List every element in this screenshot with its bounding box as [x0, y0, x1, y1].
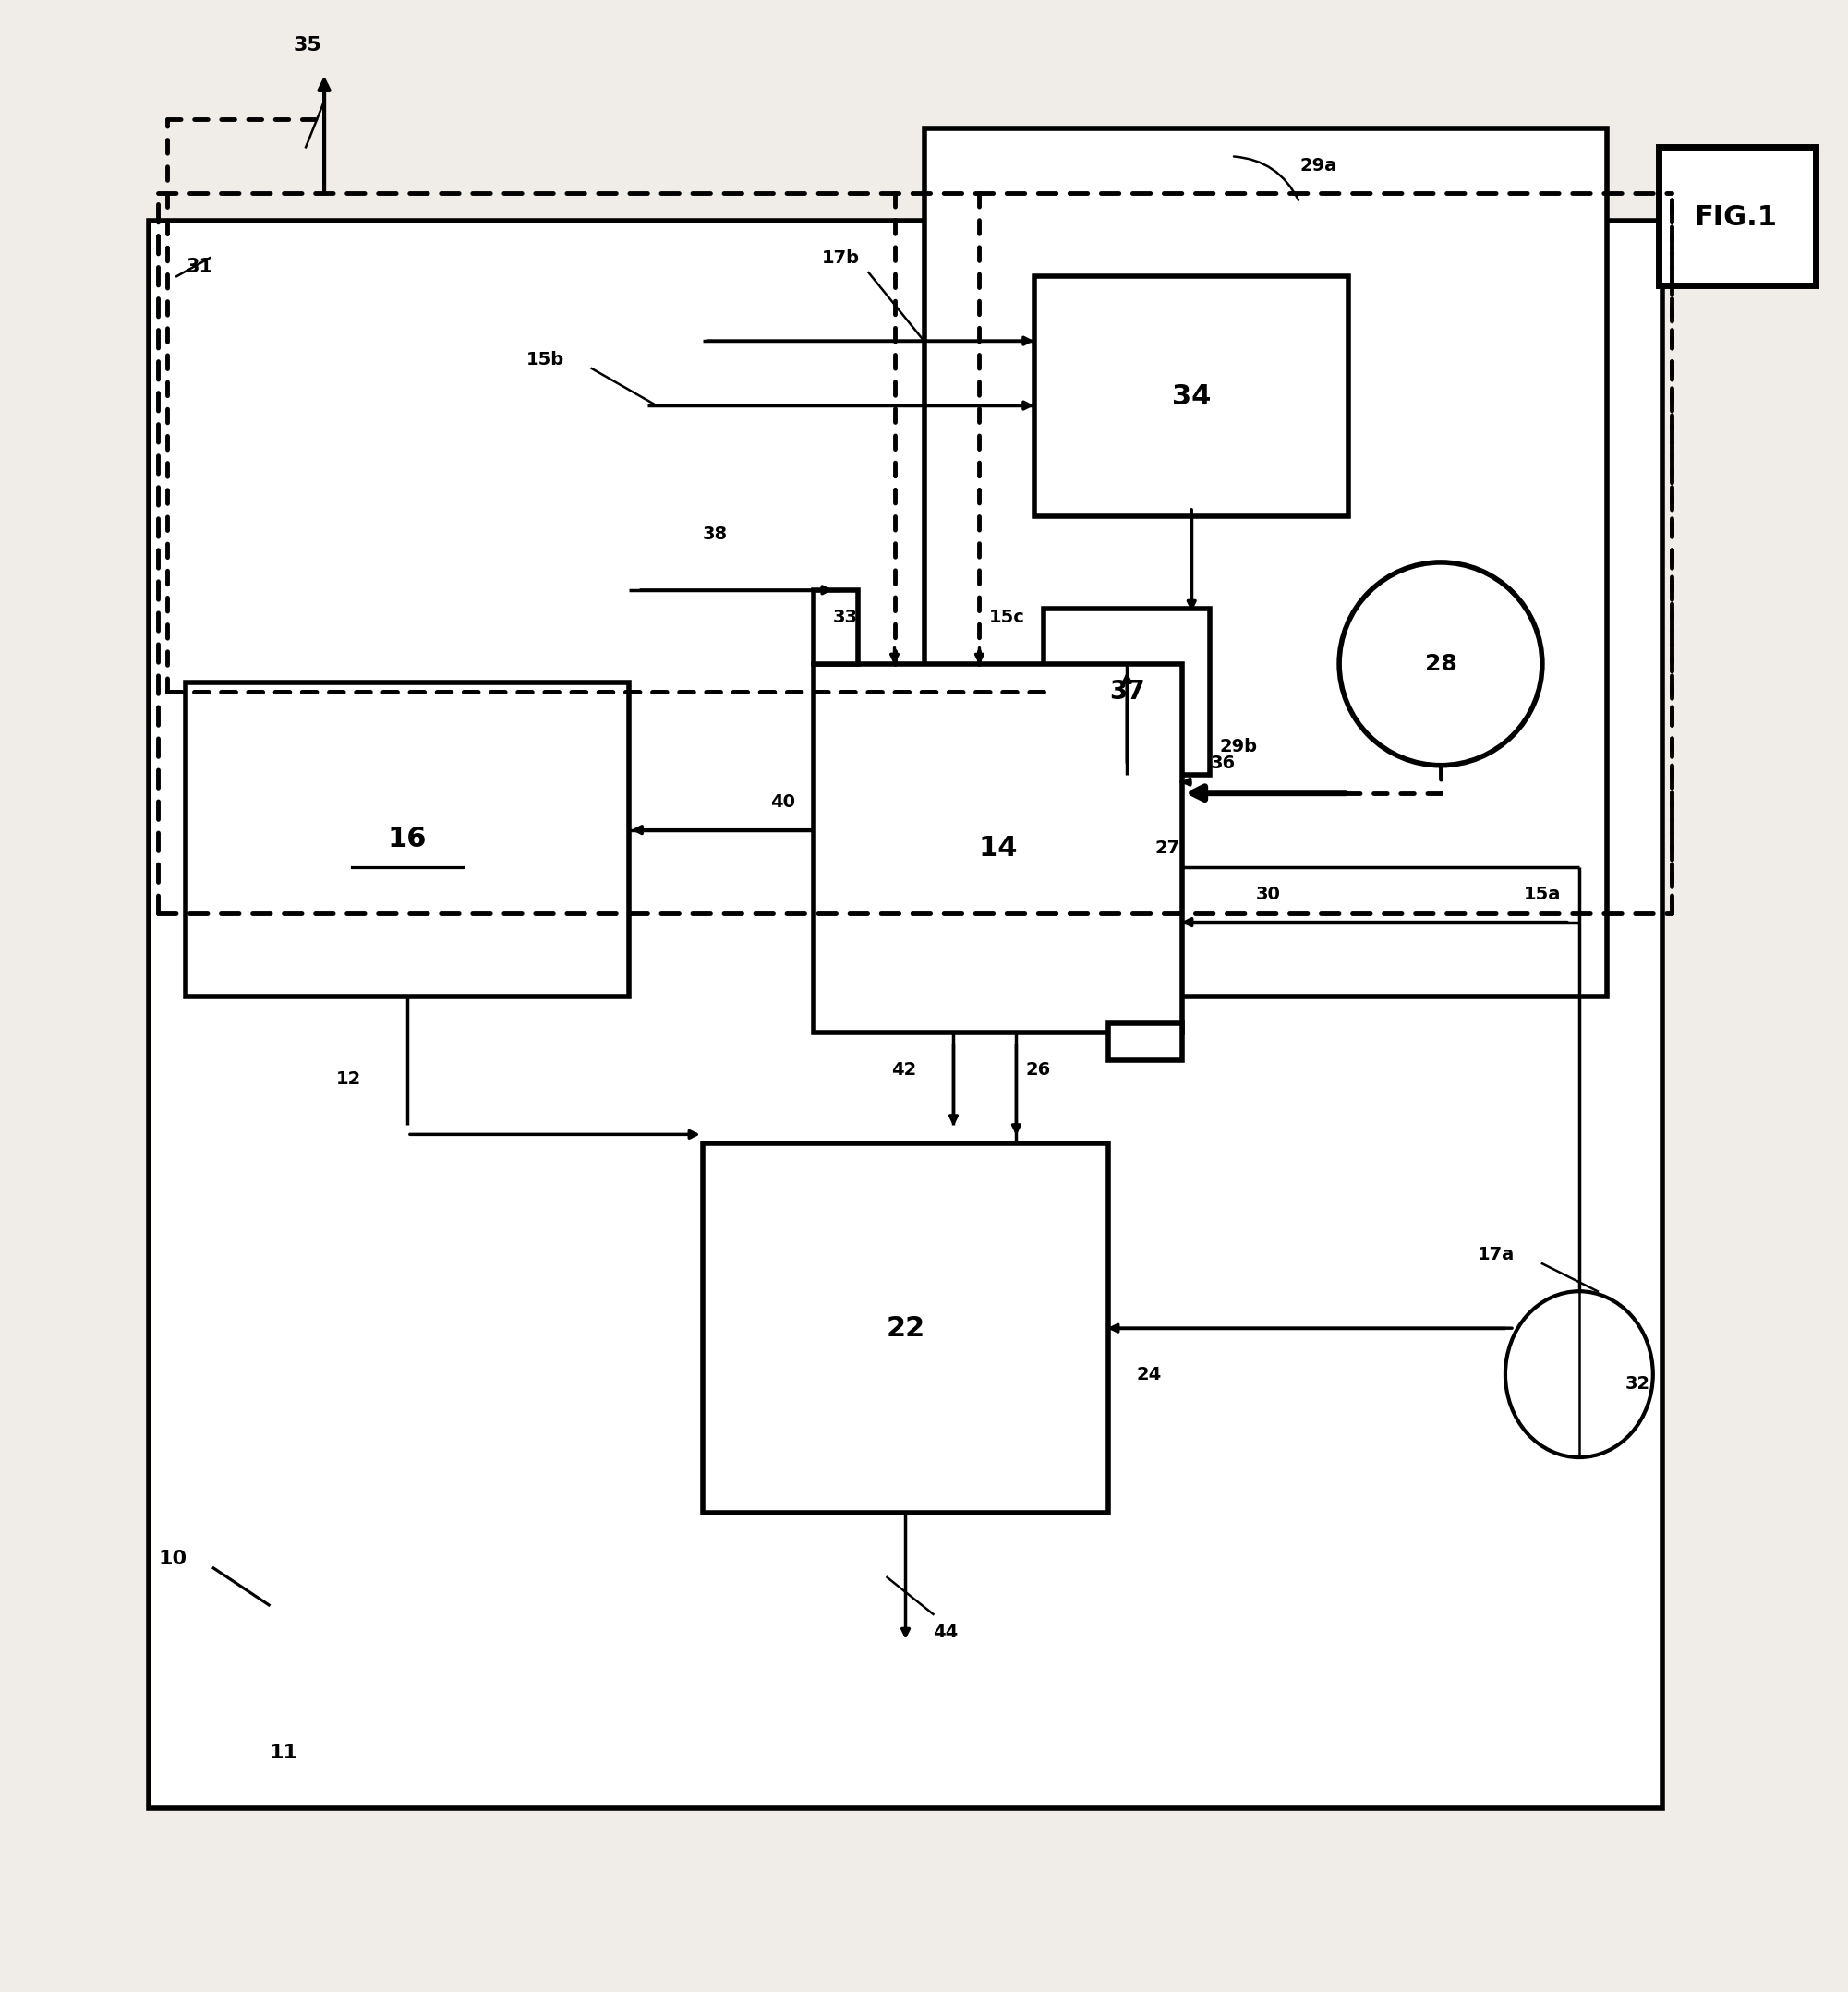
Bar — [1035, 277, 1349, 516]
Text: 35: 35 — [292, 36, 322, 56]
Text: 11: 11 — [268, 1743, 298, 1761]
Text: 17a: 17a — [1478, 1245, 1515, 1263]
Text: 33: 33 — [833, 610, 857, 625]
Bar — [924, 129, 1606, 996]
Text: 10: 10 — [159, 1550, 187, 1568]
Text: 26: 26 — [1026, 1062, 1052, 1078]
Bar — [813, 663, 1183, 1034]
Text: 40: 40 — [771, 793, 795, 811]
Bar — [1044, 608, 1210, 775]
Text: 22: 22 — [885, 1315, 926, 1341]
Text: 15b: 15b — [527, 351, 565, 369]
Text: 24: 24 — [1137, 1367, 1161, 1382]
Text: 30: 30 — [1257, 886, 1281, 902]
Bar — [813, 590, 857, 663]
Text: 29b: 29b — [1220, 739, 1257, 755]
Text: 16: 16 — [388, 827, 427, 853]
Text: 42: 42 — [891, 1062, 917, 1078]
Text: 15a: 15a — [1523, 886, 1562, 902]
Text: 36: 36 — [1210, 755, 1234, 773]
Text: 32: 32 — [1624, 1374, 1650, 1392]
Bar — [1658, 147, 1815, 285]
Text: 12: 12 — [336, 1070, 360, 1088]
Text: 15c: 15c — [989, 610, 1024, 625]
Text: 14: 14 — [978, 835, 1018, 863]
Text: 17b: 17b — [822, 249, 859, 267]
Bar — [187, 683, 628, 996]
Text: 37: 37 — [1109, 679, 1146, 705]
Circle shape — [1340, 562, 1543, 765]
Text: 38: 38 — [702, 526, 728, 544]
Text: 34: 34 — [1172, 382, 1210, 410]
Text: FIG.1: FIG.1 — [1695, 203, 1778, 231]
Text: 29a: 29a — [1299, 157, 1336, 175]
Text: 28: 28 — [1425, 653, 1456, 675]
Bar — [702, 1143, 1109, 1512]
Ellipse shape — [1506, 1291, 1652, 1458]
Text: 27: 27 — [1155, 839, 1179, 857]
Bar — [150, 221, 1661, 1809]
Bar — [1109, 1024, 1183, 1060]
Text: 44: 44 — [933, 1623, 959, 1641]
Text: 31: 31 — [187, 257, 213, 277]
